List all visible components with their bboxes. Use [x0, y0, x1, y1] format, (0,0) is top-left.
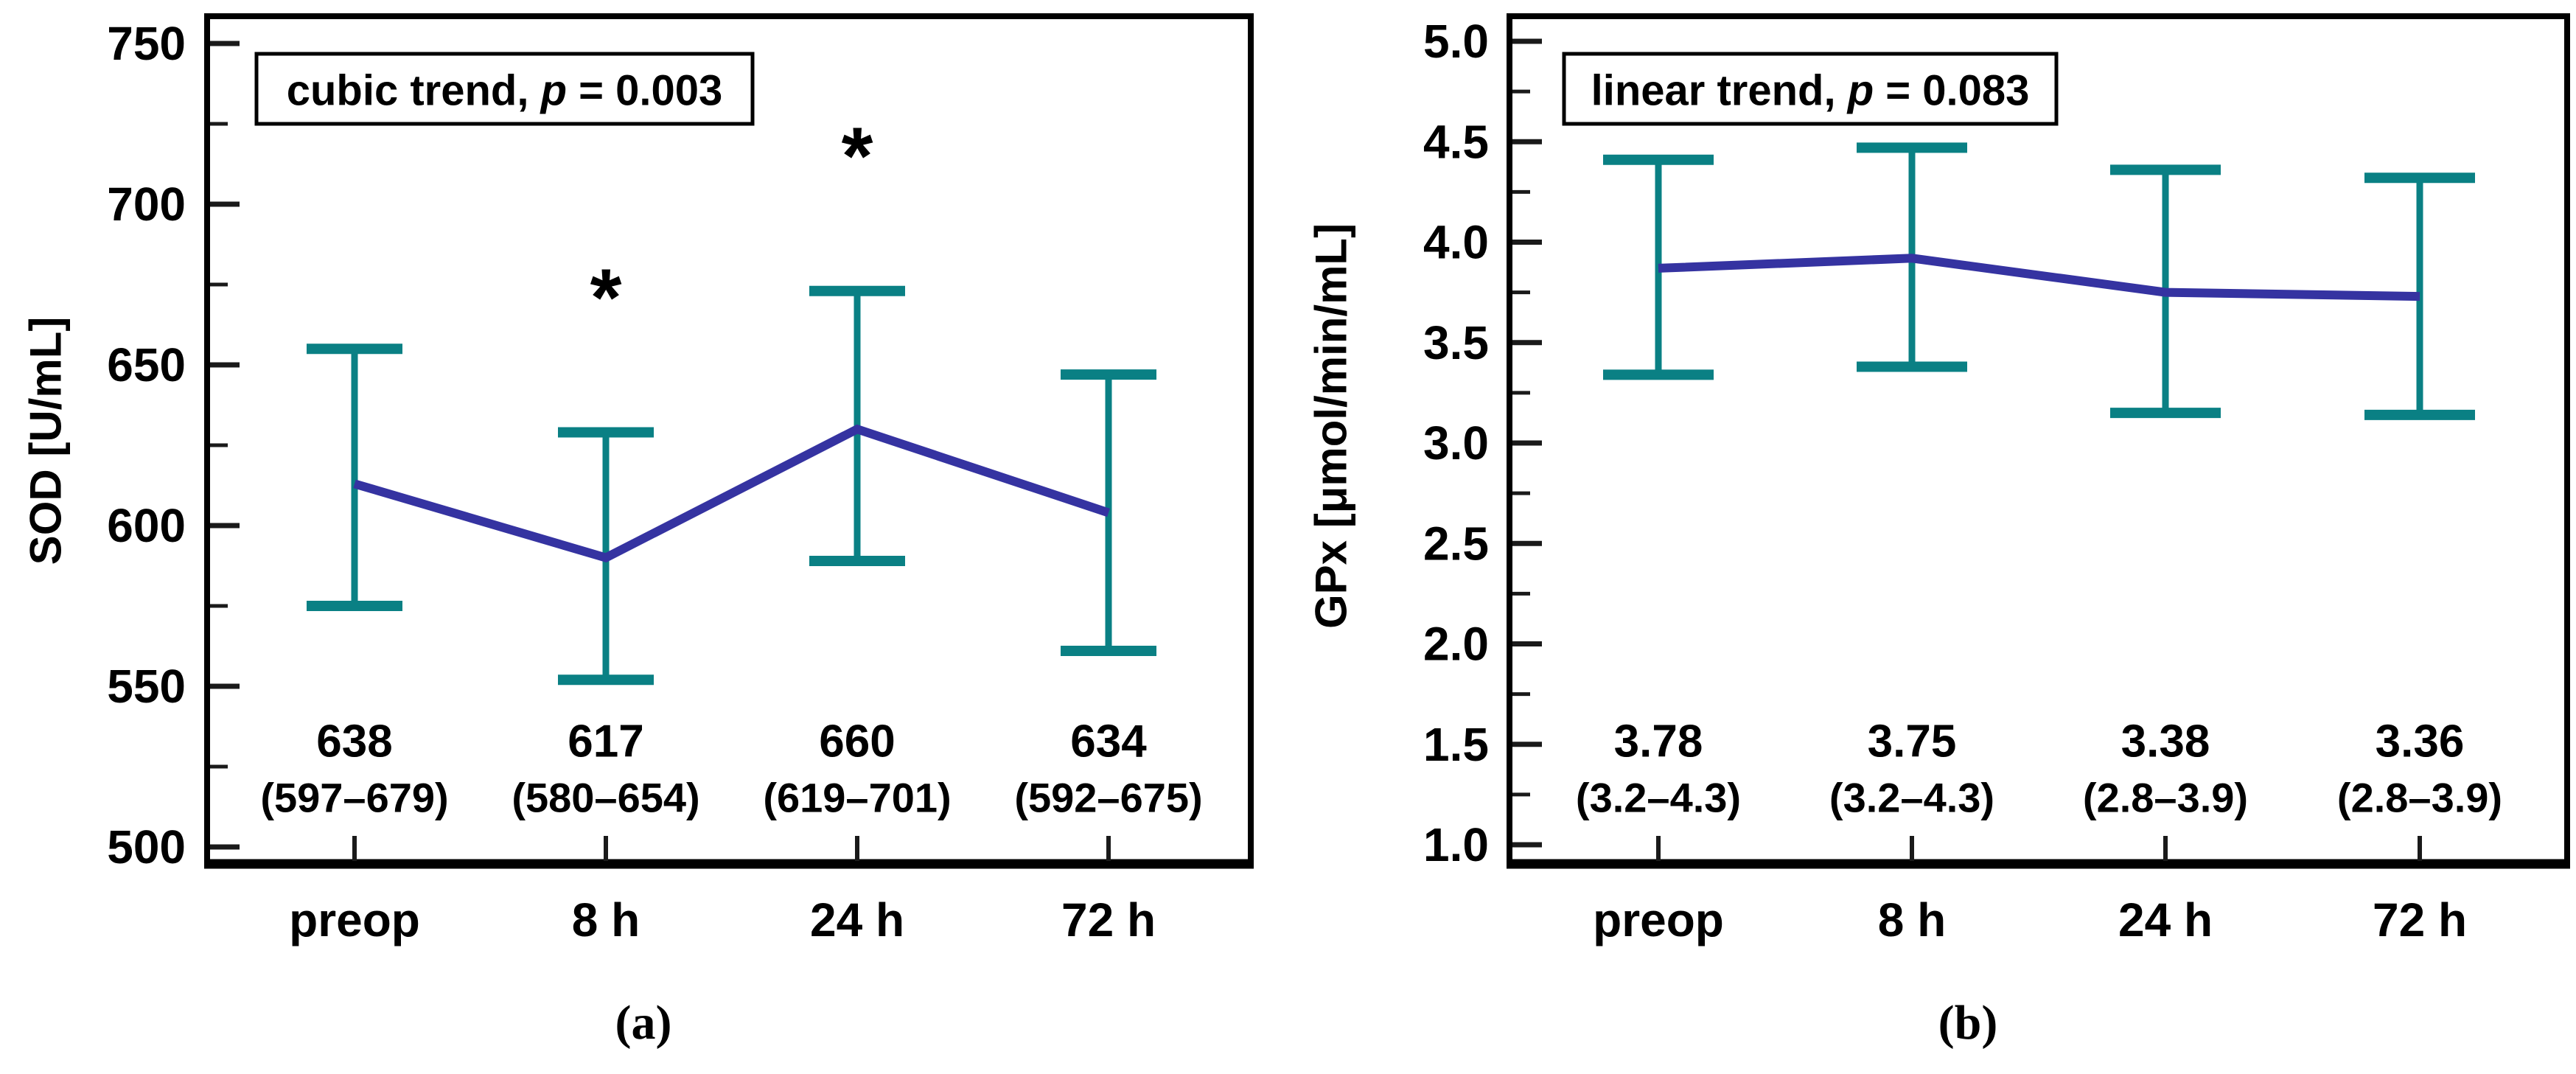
- caption-b: (b): [1938, 996, 1998, 1050]
- y-tick-label: 4.5: [1423, 115, 1489, 168]
- x-tick-label: 8 h: [1878, 893, 1946, 946]
- trend-annotation-box: [1562, 52, 2059, 126]
- ci-label: (2.8–3.9): [2083, 775, 2248, 821]
- y-axis-label: GPx [μmol/min/mL]: [1307, 223, 1356, 629]
- y-tick-label: 3.0: [1423, 416, 1489, 470]
- x-tick-label: 72 h: [1061, 893, 1156, 946]
- ci-label: (619–701): [763, 775, 951, 821]
- y-tick-label: 600: [107, 499, 186, 552]
- x-tick-label: 8 h: [572, 893, 640, 946]
- y-tick-label: 550: [107, 660, 186, 713]
- x-tick-label: preop: [289, 893, 420, 946]
- error-bar: [307, 344, 402, 611]
- ci-label: (580–654): [512, 775, 699, 821]
- y-tick-label: 4.0: [1423, 216, 1489, 269]
- ci-label: (2.8–3.9): [2337, 775, 2502, 821]
- value-label: 3.36: [2376, 716, 2465, 767]
- y-tick-label: 5.0: [1423, 15, 1489, 68]
- value-label: 3.75: [1868, 716, 1957, 767]
- x-tick-label: preop: [1593, 893, 1724, 946]
- significance-asterisk: *: [590, 253, 622, 344]
- y-tick-label: 1.0: [1423, 818, 1489, 871]
- ci-label: (3.2–4.3): [1576, 775, 1741, 821]
- value-label: 660: [819, 716, 895, 767]
- value-label: 617: [568, 716, 643, 767]
- y-tick-label: 650: [107, 338, 186, 391]
- y-tick-label: 3.5: [1423, 316, 1489, 369]
- ci-label: (592–675): [1014, 775, 1202, 821]
- ci-label: (3.2–4.3): [1829, 775, 1994, 821]
- trend-line: [1658, 254, 2420, 301]
- trend-annotation-box: [254, 52, 755, 126]
- y-tick-label: 1.5: [1423, 718, 1489, 771]
- x-tick-label: 24 h: [810, 893, 904, 946]
- trend-line: [353, 424, 1110, 563]
- y-axis-label: SOD [U/mL]: [21, 317, 71, 565]
- x-tick-label: 72 h: [2373, 893, 2467, 946]
- y-tick-label: 700: [107, 178, 186, 231]
- chart-b: 5.0 4.5 4.0 3.5 3.0 2.5 2.0 1.5 1.0 linear trend,…: [1307, 13, 2570, 946]
- value-label: 634: [1070, 716, 1147, 767]
- value-label: 638: [316, 716, 392, 767]
- trend-annotation-text: linear trend, p = 0.083: [1591, 66, 2030, 114]
- chart-a: 750 700 650 600 550 500 cubic trend, p = 0.003…: [21, 13, 1254, 946]
- significance-asterisk: *: [842, 111, 873, 202]
- y-tick-label: 500: [107, 820, 186, 874]
- y-tick-label: 2.5: [1423, 517, 1489, 570]
- y-tick-label: 2.0: [1423, 618, 1489, 671]
- caption-a: (a): [615, 996, 672, 1050]
- y-tick-label: 750: [107, 17, 186, 70]
- ci-label: (597–679): [260, 775, 448, 821]
- value-label: 3.78: [1614, 716, 1703, 767]
- x-tick-label: 24 h: [2118, 893, 2213, 946]
- trend-annotation-text: cubic trend, p = 0.003: [287, 66, 723, 114]
- value-label: 3.38: [2121, 716, 2210, 767]
